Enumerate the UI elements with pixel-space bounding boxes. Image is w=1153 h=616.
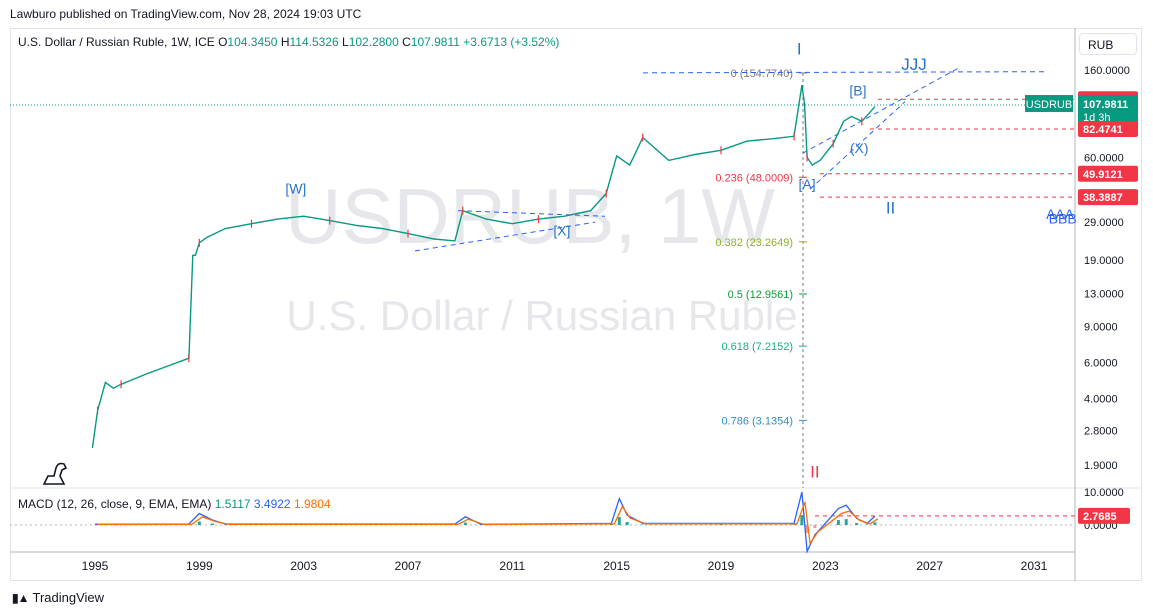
wave-label: [B] [849, 83, 866, 99]
low-value: 102.2800 [348, 35, 399, 49]
dinosaur-icon [42, 462, 68, 485]
fib-level-label: 0.236 (48.0009) [715, 172, 793, 184]
wave-label: II [810, 463, 819, 482]
y-tick-label: 60.0000 [1084, 152, 1124, 164]
wave-label: JJJ [901, 55, 927, 74]
open-value: 104.3450 [227, 35, 278, 49]
macd-value-1: 1.5117 [214, 497, 251, 511]
channel-lower [809, 101, 906, 190]
high-value: 114.5326 [289, 35, 339, 49]
y-tick-label: 6.0000 [1084, 358, 1118, 370]
x-tick-label: 1995 [82, 559, 109, 573]
dinosaur-icon-path [42, 462, 68, 485]
macd-signal-line [97, 501, 879, 546]
y-tick-label: 4.0000 [1084, 394, 1118, 406]
macd-level-box [1078, 507, 1130, 524]
fib-level-label: 0.786 (3.1354) [721, 415, 793, 427]
fib-level-label: 0.618 (7.2152) [721, 341, 793, 353]
wave-label: AAA [1046, 206, 1075, 222]
wave-label: I [797, 40, 802, 59]
x-tick-label: 2007 [395, 559, 422, 573]
last-price-box [1078, 95, 1138, 126]
wave-label: BBB [1049, 211, 1077, 227]
countdown-label: 1d 3h [1083, 112, 1111, 124]
publisher-header: Lawburo published on TradingView.com, No… [10, 7, 362, 21]
y-tick-label: 29.0000 [1084, 217, 1124, 229]
chart-frame [10, 28, 1142, 581]
macd-value-2: 3.4922 [253, 497, 291, 511]
y-tick-label: 160.0000 [1084, 65, 1130, 77]
x-tick-label: 2027 [916, 559, 943, 573]
macd-label: MACD (12, 26, close, 9, EMA, EMA) [18, 497, 212, 511]
triangle-upper [457, 210, 606, 217]
y-tick-label: 1.9000 [1084, 460, 1118, 472]
x-tick-label: 2019 [708, 559, 735, 573]
x-tick-label: 1999 [186, 559, 213, 573]
change-value: +3.6713 (+3.52%) [463, 35, 560, 49]
symbol-ohlc-bar: U.S. Dollar / Russian Ruble, 1W, ICE O10… [18, 35, 559, 49]
x-tick-label: 2011 [499, 559, 525, 573]
close-label: C [402, 35, 411, 49]
wave-label: [A] [799, 176, 816, 192]
tradingview-brand: TradingView [32, 590, 105, 605]
symbol-name: U.S. Dollar / Russian Ruble, 1W, ICE [18, 35, 215, 49]
watermark-description: U.S. Dollar / Russian Ruble [286, 292, 797, 339]
y-tick-label: 13.0000 [1084, 289, 1124, 301]
channel-upper [802, 66, 961, 154]
fib-level-label: 0 (154.7740) [731, 68, 793, 80]
currency-button[interactable]: RUB [1079, 33, 1137, 55]
wave-label: II [886, 198, 895, 217]
y-tick-label: 19.0000 [1084, 255, 1124, 267]
wave-label: (X) [850, 140, 869, 156]
wave-label: [W] [285, 181, 306, 197]
tradingview-footer[interactable]: ▮▲ TradingView [12, 590, 104, 605]
price-level-label: 38.3887 [1083, 192, 1123, 204]
triangle-lower [414, 221, 596, 252]
fib-level-label: 0.382 (23.2649) [715, 237, 793, 249]
close-value: 107.9811 [410, 35, 460, 49]
price-level-box [1078, 189, 1138, 206]
wave-label: [X] [553, 222, 570, 238]
low-label: L [342, 35, 349, 49]
macd-tick-label: 10.0000 [1084, 487, 1124, 499]
watermark-ticker: USDRUB, 1W [285, 172, 775, 260]
symbol-tag-label: USDRUB [1026, 99, 1072, 111]
price-level-box [1078, 121, 1138, 138]
price-level-box [1078, 165, 1138, 182]
high-label: H [280, 35, 290, 49]
price-level-label: 49.9121 [1083, 169, 1123, 181]
x-tick-label: 2015 [603, 559, 630, 573]
price-level-label: 82.4741 [1083, 124, 1123, 136]
x-tick-label: 2023 [812, 559, 839, 573]
trendline-top [642, 71, 1046, 74]
symbol-tag-box [1025, 95, 1073, 113]
price-series-line [91, 84, 876, 449]
fib-level-label: 0.5 (12.9561) [728, 289, 793, 301]
open-label: O [218, 35, 228, 49]
y-tick-label: 2.8000 [1084, 425, 1118, 437]
x-tick-label: 2031 [1021, 559, 1048, 573]
last-price-label: 107.9811 [1083, 99, 1128, 111]
x-tick-label: 2003 [290, 559, 317, 573]
macd-level-label: 2.7685 [1083, 511, 1117, 523]
macd-legend: MACD (12, 26, close, 9, EMA, EMA) 1.5117… [18, 497, 331, 511]
tradingview-logo-icon: ▮▲ [12, 590, 30, 605]
macd-value-3: 1.9804 [293, 497, 331, 511]
y-tick-label: 9.0000 [1084, 321, 1118, 333]
